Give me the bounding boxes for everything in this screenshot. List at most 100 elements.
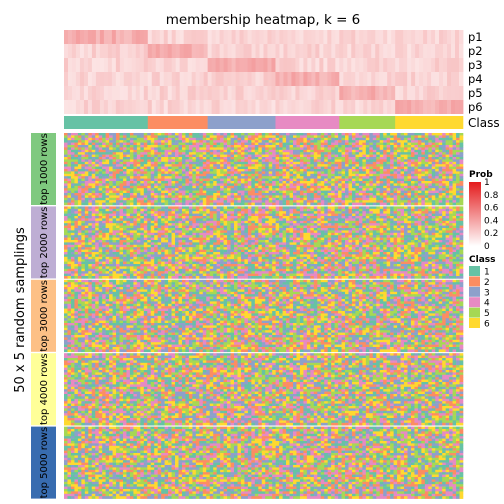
heatmap-cell: [275, 169, 280, 172]
heatmap-cell: [365, 223, 370, 226]
heatmap-cell: [175, 183, 179, 187]
heatmap-cell: [199, 181, 204, 184]
heatmap-cell: [442, 197, 446, 201]
membership-cell: [407, 30, 412, 44]
heatmap-cell: [265, 173, 269, 177]
membership-cell: [303, 44, 308, 58]
heatmap-cell: [164, 197, 169, 201]
heatmap-cell: [154, 202, 158, 206]
membership-cell: [239, 86, 244, 100]
heatmap-cell: [268, 193, 273, 196]
heatmap-cell: [251, 183, 256, 187]
heatmap-cell: [116, 211, 120, 214]
heatmap-cell: [199, 154, 204, 158]
heatmap-cell: [126, 213, 131, 217]
heatmap-cell: [404, 208, 408, 212]
heatmap-cell: [150, 183, 155, 187]
heatmap-cell: [157, 193, 162, 196]
heatmap-cell: [223, 178, 228, 182]
heatmap-cell: [334, 157, 339, 160]
heatmap-cell: [362, 164, 367, 167]
heatmap-cell: [376, 147, 381, 151]
heatmap-cell: [417, 218, 422, 222]
heatmap-cell: [88, 137, 93, 141]
membership-cell: [159, 100, 165, 114]
heatmap-cell: [143, 190, 148, 194]
heatmap-cell: [112, 154, 117, 158]
membership-cell: [219, 58, 224, 72]
heatmap-cell: [216, 208, 221, 212]
heatmap-cell: [126, 161, 131, 165]
heatmap-cell: [244, 218, 249, 222]
heatmap-cell: [358, 206, 363, 210]
membership-cell: [379, 30, 384, 44]
heatmap-cell: [268, 147, 273, 151]
heatmap-cell: [306, 190, 311, 194]
heatmap-cell: [220, 178, 224, 182]
heatmap-cell: [407, 166, 412, 170]
heatmap-cell: [372, 159, 377, 163]
heatmap-cell: [105, 220, 110, 224]
heatmap-cell: [74, 137, 79, 141]
heatmap-cell: [410, 140, 415, 143]
heatmap-cell: [202, 185, 207, 189]
heatmap-cell: [289, 166, 294, 170]
heatmap-cell: [442, 140, 446, 143]
membership-cell: [243, 30, 248, 44]
heatmap-cell: [338, 142, 342, 146]
membership-cell: [259, 58, 264, 72]
heatmap-cell: [435, 142, 440, 146]
membership-cell: [411, 30, 416, 44]
heatmap-cell: [275, 176, 280, 179]
heatmap-cell: [383, 171, 387, 175]
heatmap-cell: [327, 157, 332, 160]
heatmap-cell: [400, 206, 405, 210]
heatmap-cell: [168, 173, 172, 177]
heatmap-cell: [199, 197, 204, 201]
heatmap-cell: [331, 197, 335, 201]
heatmap-cell: [199, 223, 204, 226]
heatmap-cell: [376, 188, 381, 191]
heatmap-cell: [393, 176, 398, 179]
heatmap-cell: [410, 193, 415, 196]
membership-cell: [387, 44, 392, 58]
heatmap-cell: [355, 202, 360, 206]
heatmap-cell: [306, 183, 311, 187]
heatmap-cell: [251, 218, 256, 222]
heatmap-cell: [338, 154, 342, 158]
row-group-bar: top 3000 rows: [31, 279, 56, 352]
membership-cell: [423, 30, 428, 44]
heatmap-cell: [362, 183, 367, 187]
heatmap-cell: [365, 200, 370, 203]
heatmap-cell: [303, 197, 308, 201]
heatmap-cell: [140, 173, 145, 177]
heatmap-cell: [428, 213, 433, 217]
heatmap-cell: [161, 157, 165, 160]
membership-cell: [335, 100, 340, 114]
heatmap-cell: [390, 166, 394, 170]
heatmap-cell: [292, 193, 297, 196]
heatmap-cell: [161, 216, 165, 219]
heatmap-cell: [178, 202, 183, 206]
heatmap-cell: [417, 208, 422, 212]
heatmap-cell: [338, 218, 342, 222]
heatmap-cell: [327, 216, 332, 219]
heatmap-cell: [435, 195, 440, 199]
heatmap-cell: [171, 211, 176, 214]
heatmap-cell: [67, 185, 72, 189]
heatmap-cell: [348, 171, 353, 175]
heatmap-cell: [98, 195, 103, 199]
heatmap-cell: [105, 147, 110, 151]
heatmap-cell: [247, 193, 252, 196]
heatmap-cell: [209, 190, 214, 194]
heatmap-cell: [345, 181, 349, 184]
membership-cell: [435, 44, 440, 58]
heatmap-cell: [428, 197, 433, 201]
heatmap-cell: [234, 181, 238, 184]
heatmap-cell: [140, 213, 145, 217]
heatmap-cell: [230, 188, 235, 191]
heatmap-cell: [209, 152, 214, 155]
membership-cell: [395, 58, 400, 72]
heatmap-cell: [310, 152, 315, 155]
heatmap-cell: [70, 211, 75, 214]
